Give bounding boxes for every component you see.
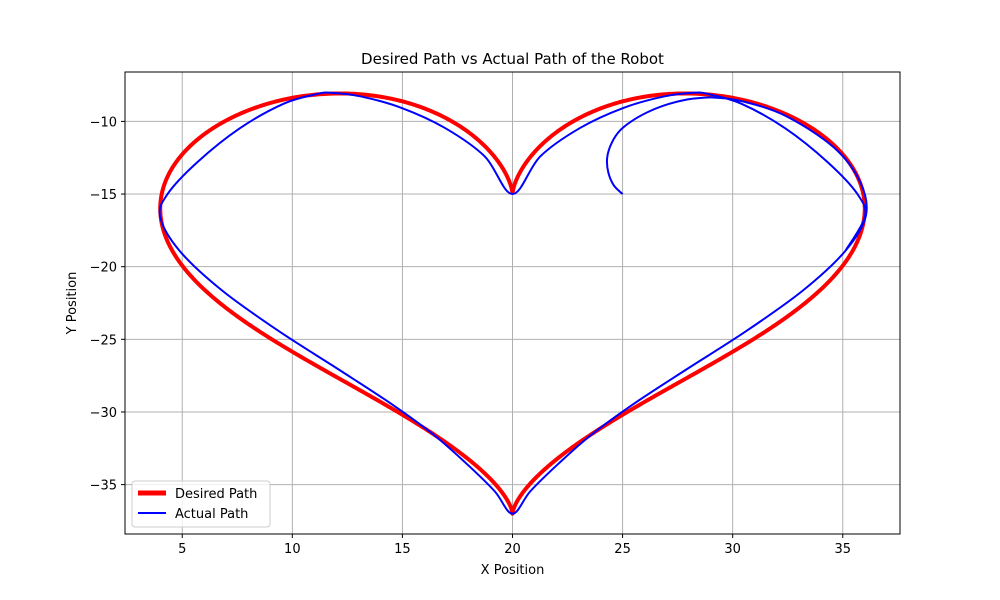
ticks: 5 10 15 20 25 30 35 −10 −15 −20 −25 −30 −35 — [90, 115, 851, 557]
series-actual-path — [158, 91, 868, 515]
x-tick-label: 10 — [284, 542, 301, 557]
series-layer — [158, 91, 868, 516]
y-tick-label: −10 — [90, 115, 117, 130]
y-axis-label: Y Position — [65, 272, 80, 336]
y-tick-label: −35 — [90, 479, 117, 494]
legend: Desired Path Actual Path — [131, 480, 271, 528]
legend-label: Desired Path — [175, 487, 257, 502]
legend-box — [131, 480, 271, 528]
y-tick-label: −15 — [90, 188, 117, 203]
x-tick-label: 25 — [614, 542, 631, 557]
legend-label: Actual Path — [175, 507, 248, 522]
x-tick-label: 20 — [504, 542, 521, 557]
y-tick-label: −25 — [90, 333, 117, 348]
chart-title: Desired Path vs Actual Path of the Robot — [361, 50, 664, 68]
x-tick-label: 5 — [178, 542, 186, 557]
y-tick-label: −20 — [90, 261, 117, 276]
grid — [125, 72, 900, 534]
x-tick-label: 15 — [394, 542, 411, 557]
x-tick-label: 30 — [724, 542, 741, 557]
x-axis-label: X Position — [481, 563, 545, 578]
y-tick-label: −30 — [90, 406, 117, 421]
x-tick-label: 35 — [834, 542, 851, 557]
